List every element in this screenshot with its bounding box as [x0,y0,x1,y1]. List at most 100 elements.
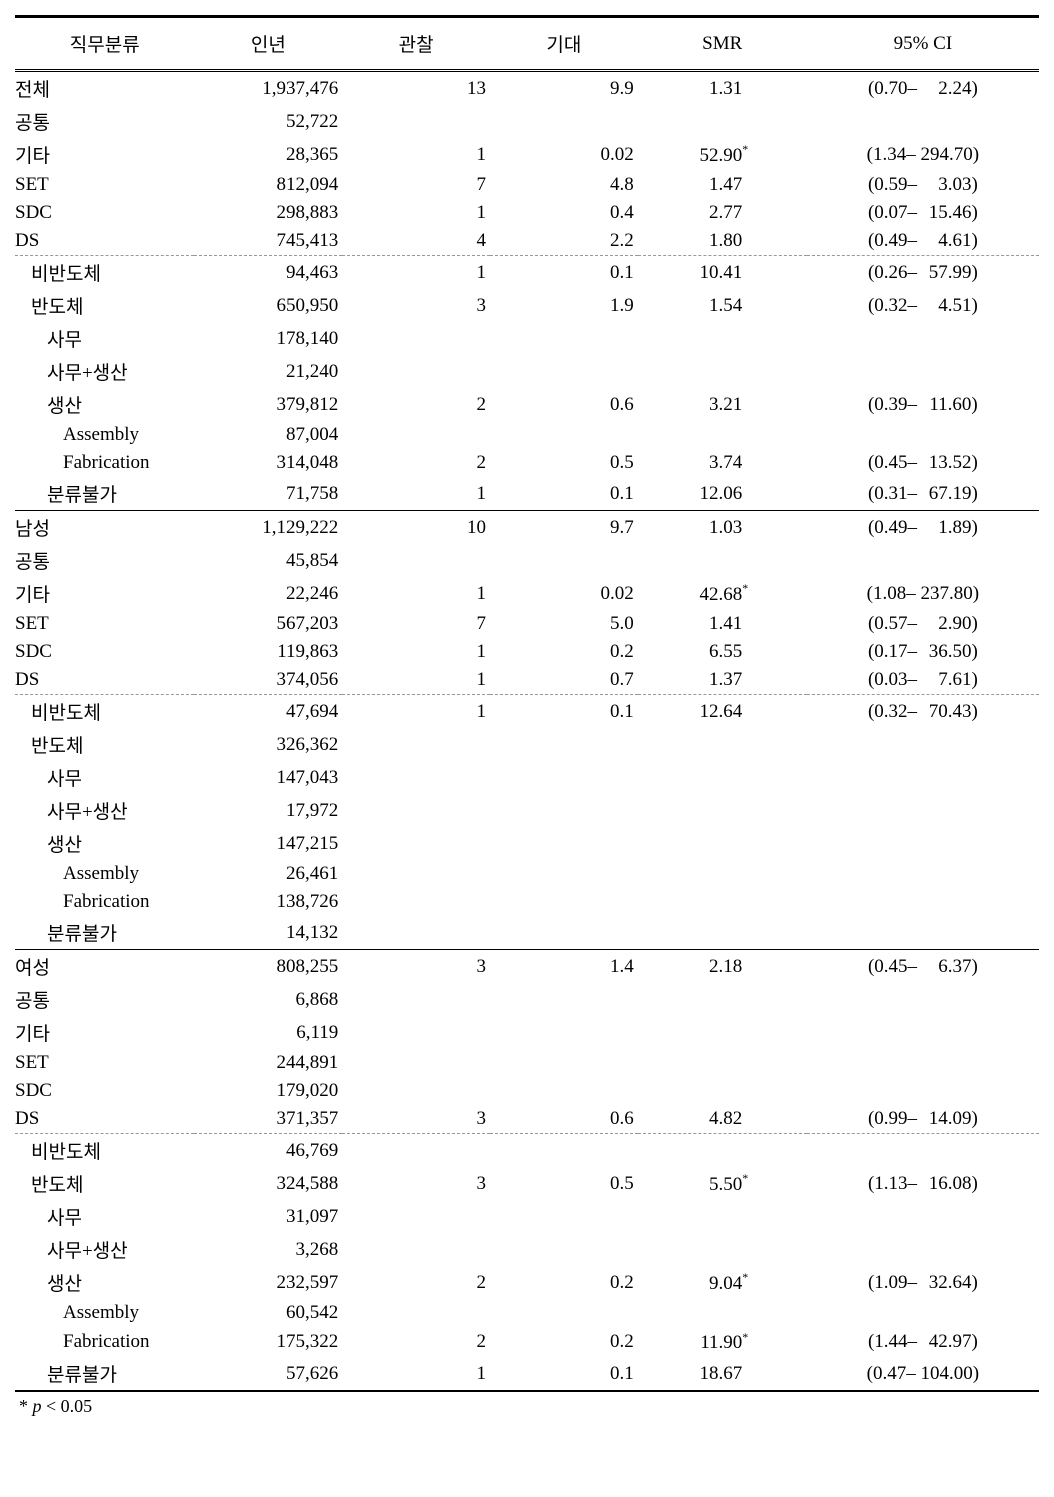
cell-iny: 119,863 [194,638,342,666]
cell-exp: 0.6 [490,388,638,421]
footnote-p: p [33,1396,42,1416]
cell-exp [490,1233,638,1266]
cell-label: SET [15,171,194,199]
cell-exp: 0.2 [490,638,638,666]
table-row: 비반도체47,69410.112.64(0.32– 70.43) [15,695,1039,729]
cell-iny: 808,255 [194,950,342,984]
ci-upper: 36.50) [922,641,978,663]
cell-obs [342,1200,490,1233]
cell-smr: 3.21 [638,388,807,421]
cell-obs [342,1016,490,1049]
cell-label: SET [15,1049,194,1077]
smr-value: 12.64 [692,701,742,723]
table-row: SET567,20375.01.41(0.57– 2.90) [15,610,1039,638]
ci-lower: (1.09– [868,1272,917,1294]
cell-ci [807,322,1039,355]
cell-ci [807,794,1039,827]
ci-upper: 2.90) [922,613,978,635]
cell-exp [490,794,638,827]
table-body: 전체1,937,476139.91.31(0.70– 2.24)공통52,722… [15,71,1039,1392]
cell-ci: (0.32– 4.51) [807,289,1039,322]
cell-iny: 22,246 [194,577,342,610]
cell-smr [638,983,807,1016]
cell-label: 비반도체 [15,1134,194,1168]
cell-smr: 1.37 [638,666,807,695]
cell-smr [638,322,807,355]
cell-label: SDC [15,199,194,227]
cell-iny: 1,937,476 [194,71,342,106]
ci-lower: (0.39– [868,394,917,416]
cell-exp: 0.4 [490,199,638,227]
cell-obs: 3 [342,289,490,322]
cell-ci [807,827,1039,860]
table-row: 공통6,868 [15,983,1039,1016]
cell-label: 공통 [15,983,194,1016]
cell-exp: 9.7 [490,511,638,545]
cell-obs: 2 [342,1266,490,1299]
cell-label: Fabrication [15,1327,194,1357]
cell-iny: 1,129,222 [194,511,342,545]
cell-smr: 1.41 [638,610,807,638]
cell-iny: 371,357 [194,1105,342,1134]
cell-smr [638,105,807,138]
cell-iny: 298,883 [194,199,342,227]
cell-exp [490,105,638,138]
ci-lower: (0.03– [868,669,917,691]
cell-smr: 1.47 [638,171,807,199]
smr-value: 42.68 [692,584,742,606]
cell-smr [638,761,807,794]
smr-star: * [742,1330,752,1345]
cell-obs [342,916,490,950]
smr-value: 5.50 [692,1174,742,1196]
table-row: 비반도체94,46310.110.41(0.26– 57.99) [15,256,1039,290]
smr-value: 1.80 [692,230,742,252]
cell-iny: 17,972 [194,794,342,827]
cell-smr: 3.74 [638,449,807,477]
cell-exp: 4.8 [490,171,638,199]
cell-ci [807,860,1039,888]
cell-ci [807,1049,1039,1077]
ci-lower: (0.07– [868,202,917,224]
cell-obs: 3 [342,950,490,984]
cell-smr [638,827,807,860]
cell-ci: (0.45– 13.52) [807,449,1039,477]
cell-ci: (1.08– 237.80) [807,577,1039,610]
cell-exp: 5.0 [490,610,638,638]
cell-label: DS [15,227,194,256]
cell-label: 사무 [15,322,194,355]
table-row: SDC179,020 [15,1077,1039,1105]
cell-obs [342,728,490,761]
cell-iny: 21,240 [194,355,342,388]
table-row: SDC119,86310.26.55(0.17– 36.50) [15,638,1039,666]
cell-smr: 2.18 [638,950,807,984]
ci-lower: (0.17– [868,641,917,663]
cell-smr: 12.64 [638,695,807,729]
cell-label: Assembly [15,421,194,449]
cell-label: 비반도체 [15,256,194,290]
col-header-ci: 95% CI [807,17,1039,71]
cell-smr [638,860,807,888]
cell-ci: (0.31– 67.19) [807,477,1039,511]
cell-ci [807,916,1039,950]
cell-ci: (0.49– 1.89) [807,511,1039,545]
cell-ci: (0.45– 6.37) [807,950,1039,984]
cell-smr [638,1016,807,1049]
cell-label: 반도체 [15,728,194,761]
ci-upper: 294.70) [920,144,979,166]
cell-ci [807,1200,1039,1233]
cell-ci: (0.47– 104.00) [807,1357,1039,1391]
col-header-label: 직무분류 [15,17,194,71]
cell-exp [490,916,638,950]
cell-obs: 1 [342,1357,490,1391]
smr-value: 1.37 [692,669,742,691]
table-row: SDC298,88310.42.77(0.07– 15.46) [15,199,1039,227]
cell-ci [807,421,1039,449]
table-row: 생산147,215 [15,827,1039,860]
cell-label: SET [15,610,194,638]
cell-obs: 10 [342,511,490,545]
ci-upper: 32.64) [922,1272,978,1294]
table-row: 남성1,129,222109.71.03(0.49– 1.89) [15,511,1039,545]
cell-exp: 1.9 [490,289,638,322]
cell-iny: 147,043 [194,761,342,794]
cell-smr [638,794,807,827]
